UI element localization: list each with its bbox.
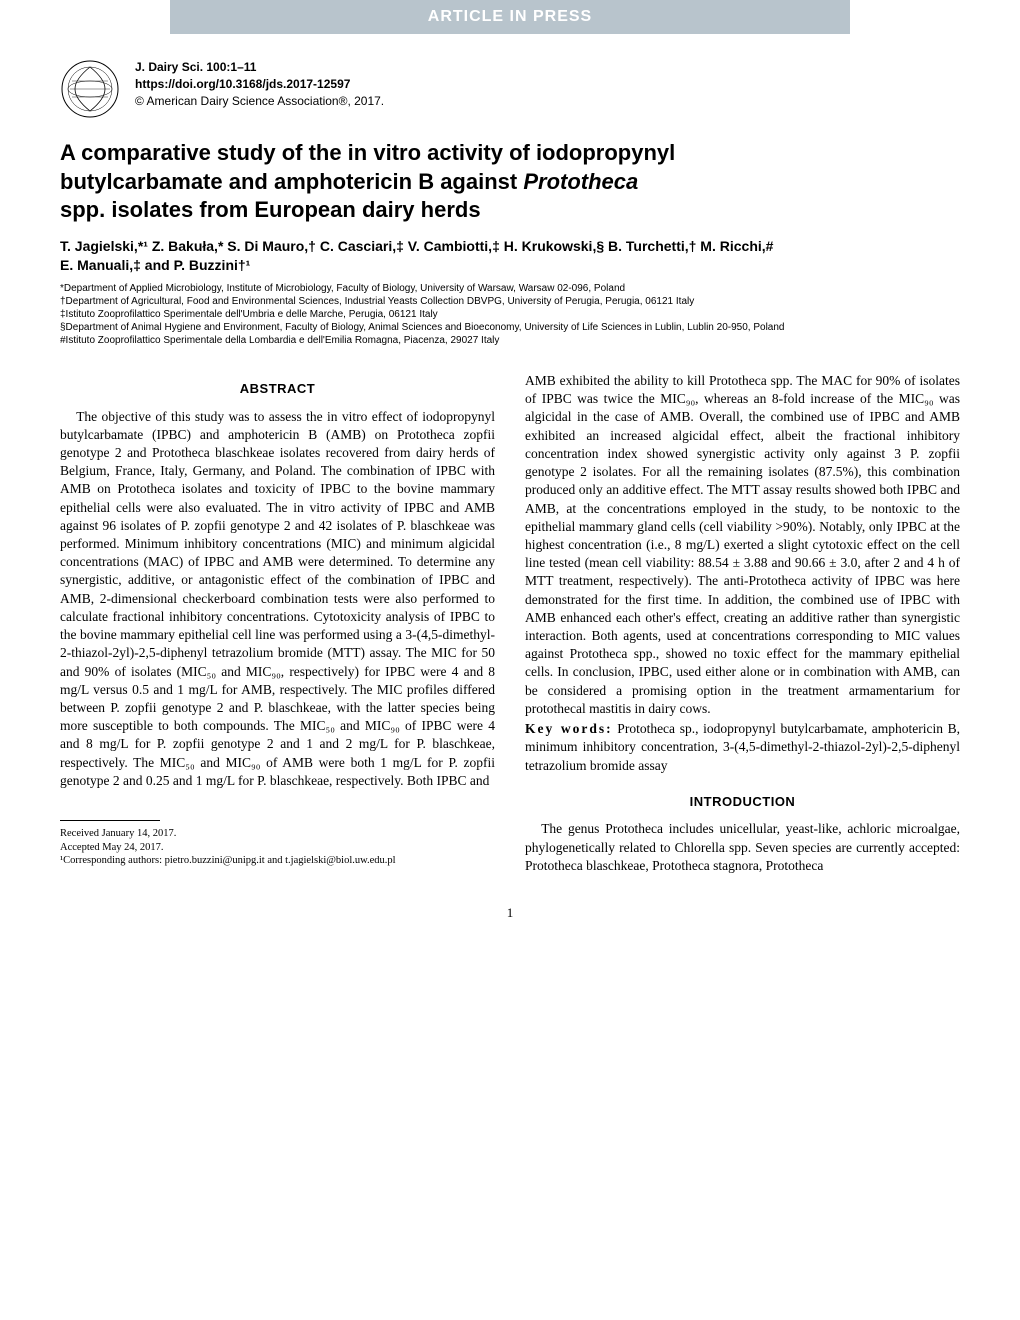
title-italic: Prototheca	[523, 169, 638, 194]
footnote-accepted: Accepted May 24, 2017.	[60, 841, 495, 855]
title-line-2: butylcarbamate and amphotericin B agains…	[60, 169, 523, 194]
affiliation-4: §Department of Animal Hygiene and Enviro…	[60, 321, 960, 334]
keywords: Key words: Prototheca sp., iodopropynyl …	[525, 720, 960, 775]
affiliation-5: #Istituto Zooprofilattico Sperimentale d…	[60, 334, 960, 347]
header-block: J. Dairy Sci. 100:1–11 https://doi.org/1…	[60, 59, 960, 119]
title-line-1: A comparative study of the in vitro acti…	[60, 140, 675, 165]
two-column-body: ABSTRACT The objective of this study was…	[60, 372, 960, 875]
journal-logo	[60, 59, 120, 119]
journal-doi: https://doi.org/10.3168/jds.2017-12597	[135, 76, 384, 93]
affiliations: *Department of Applied Microbiology, Ins…	[60, 282, 960, 347]
left-column: ABSTRACT The objective of this study was…	[60, 372, 495, 875]
abstract-para-2: AMB exhibited the ability to kill Protot…	[525, 372, 960, 718]
authors-line-2: E. Manuali,‡ and P. Buzzini†¹	[60, 257, 250, 273]
article-in-press-banner: ARTICLE IN PRESS	[170, 0, 850, 34]
affiliation-2: †Department of Agricultural, Food and En…	[60, 295, 960, 308]
introduction-para-1: The genus Prototheca includes unicellula…	[525, 820, 960, 875]
footnote-corresponding: ¹Corresponding authors: pietro.buzzini@u…	[60, 854, 495, 868]
authors-line-1: T. Jagielski,*¹ Z. Bakuła,* S. Di Mauro,…	[60, 238, 773, 254]
keywords-label: Key words:	[525, 721, 613, 736]
journal-meta: J. Dairy Sci. 100:1–11 https://doi.org/1…	[135, 59, 384, 109]
right-column: AMB exhibited the ability to kill Protot…	[525, 372, 960, 875]
footnote-received: Received January 14, 2017.	[60, 827, 495, 841]
journal-citation: J. Dairy Sci. 100:1–11	[135, 59, 384, 76]
article-title: A comparative study of the in vitro acti…	[60, 139, 960, 225]
affiliation-1: *Department of Applied Microbiology, Ins…	[60, 282, 960, 295]
footnote-separator	[60, 820, 160, 821]
title-line-3: spp. isolates from European dairy herds	[60, 197, 481, 222]
abstract-para-1: The objective of this study was to asses…	[60, 408, 495, 791]
abstract-heading: ABSTRACT	[60, 380, 495, 398]
footnotes: Received January 14, 2017. Accepted May …	[60, 827, 495, 868]
introduction-heading: INTRODUCTION	[525, 793, 960, 811]
authors: T. Jagielski,*¹ Z. Bakuła,* S. Di Mauro,…	[60, 237, 960, 276]
page-number: 1	[60, 905, 960, 921]
journal-copyright: © American Dairy Science Association®, 2…	[135, 93, 384, 110]
affiliation-3: ‡Istituto Zooprofilattico Sperimentale d…	[60, 308, 960, 321]
